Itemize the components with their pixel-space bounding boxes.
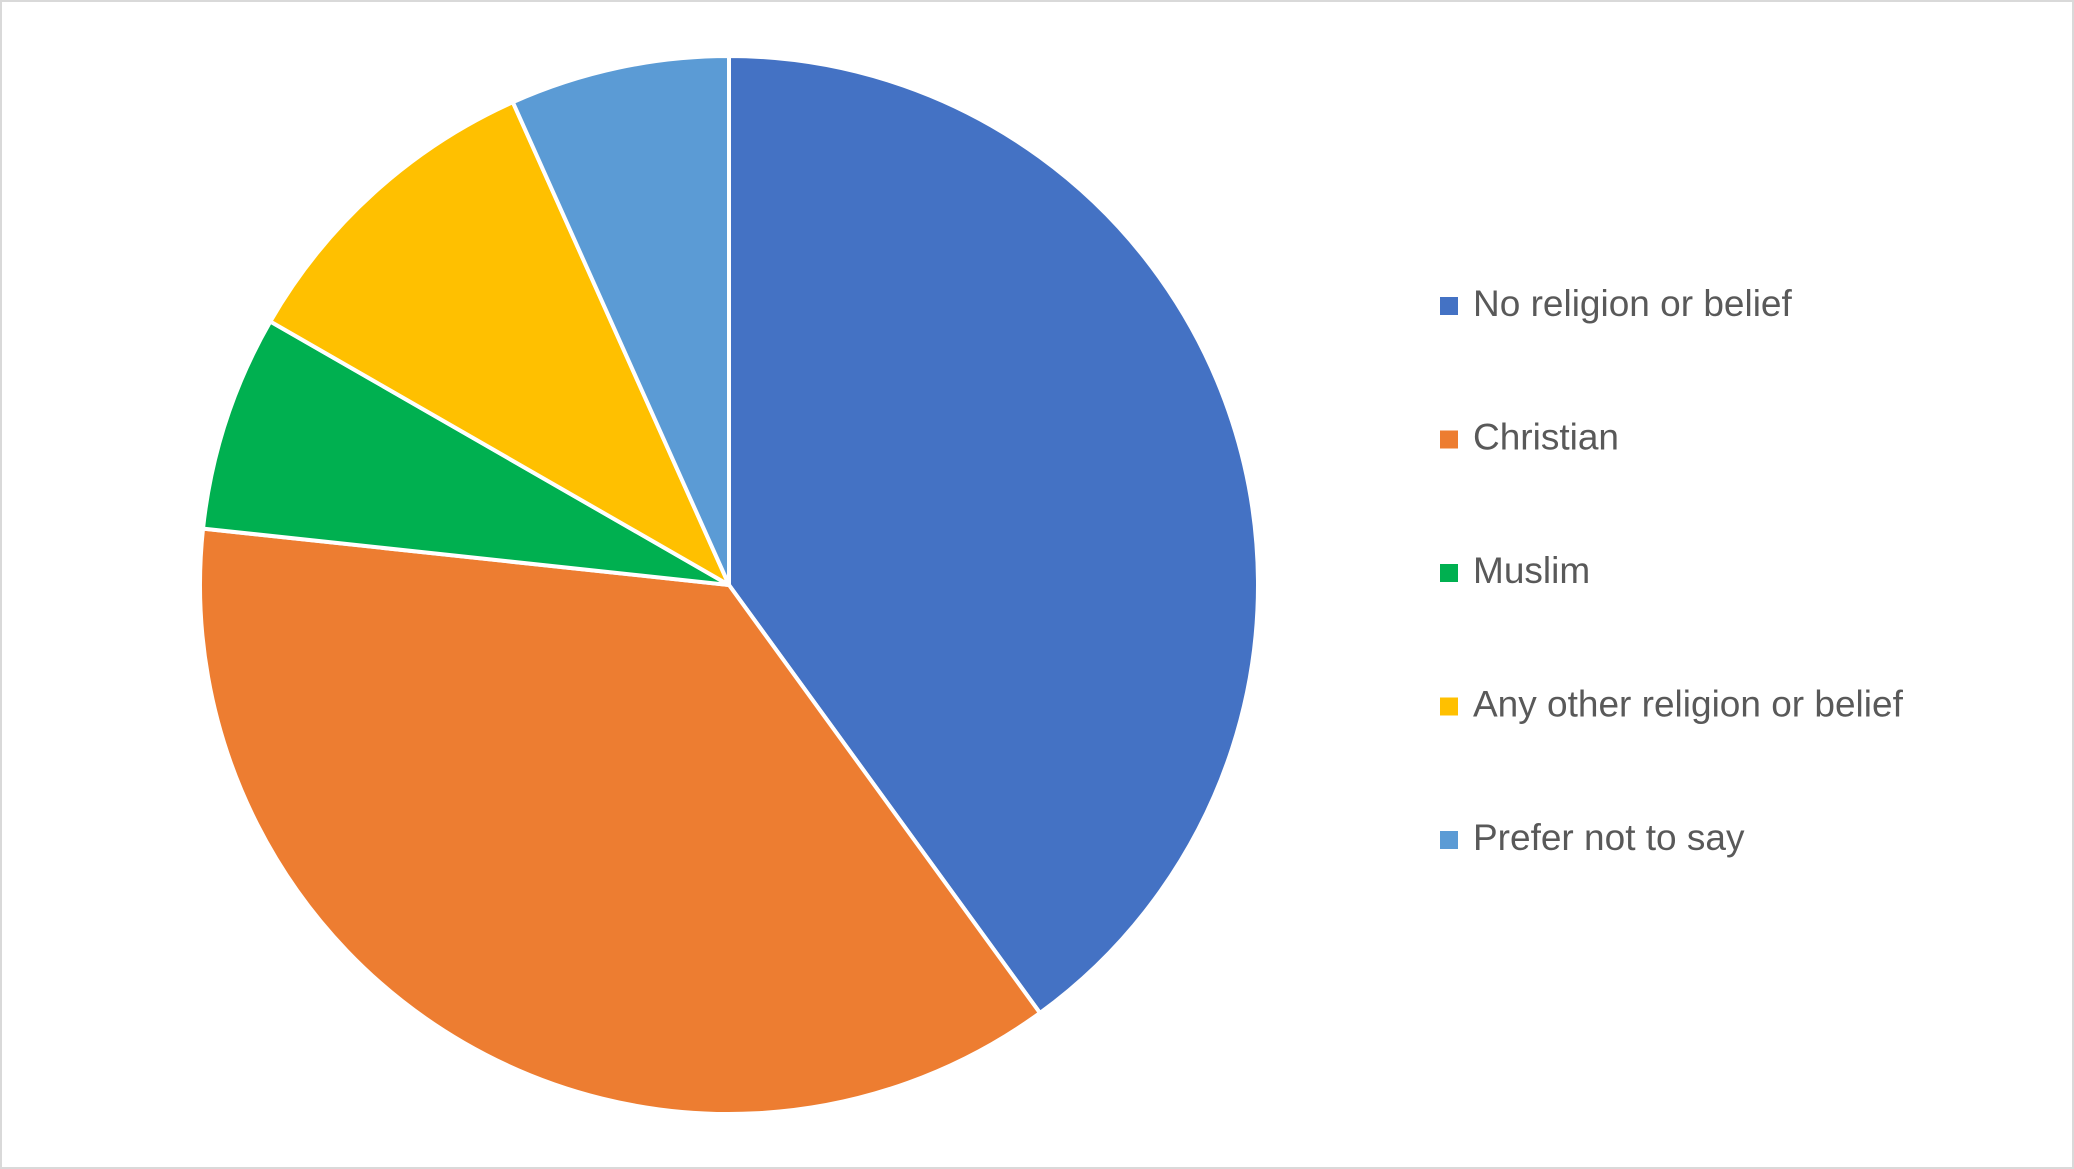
legend-swatch <box>1440 697 1458 716</box>
legend-label: Muslim <box>1473 550 1590 591</box>
legend-swatch <box>1440 297 1458 315</box>
pie-slice <box>200 318 730 587</box>
pie-slice <box>198 526 1043 1116</box>
legend-swatch <box>1440 564 1458 582</box>
pie-slice <box>267 99 734 590</box>
legend-label: No religion or belief <box>1473 283 1793 324</box>
pie-slice <box>510 53 731 586</box>
legend-label: Christian <box>1473 416 1619 457</box>
legend-swatch <box>1440 831 1458 849</box>
legend-label: Prefer not to say <box>1473 817 1745 858</box>
legend-label: Any other religion or belief <box>1473 683 1904 724</box>
pie-slice <box>727 53 1260 1016</box>
legend-swatch <box>1440 430 1458 449</box>
